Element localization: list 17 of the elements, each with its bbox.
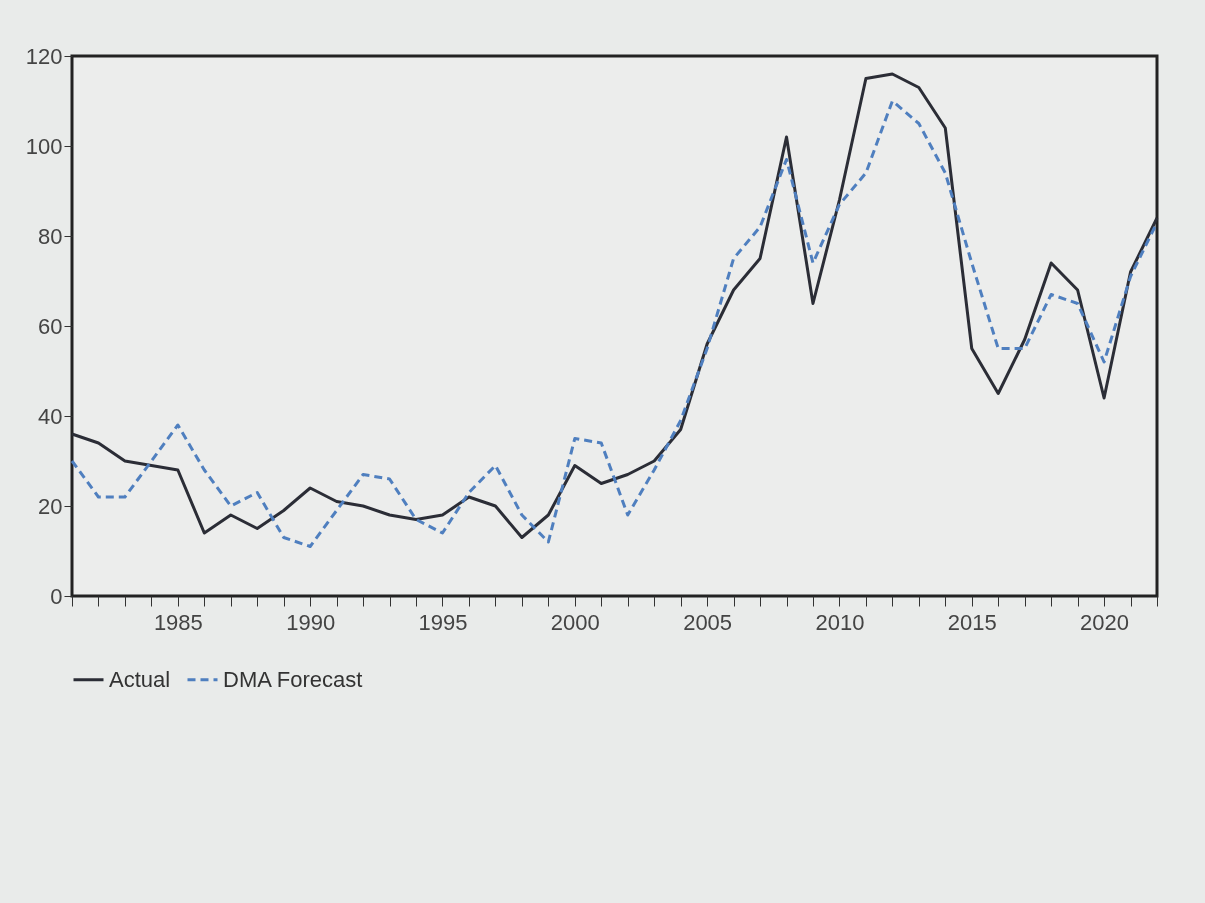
y-tick-label: 100: [25, 133, 63, 159]
x-tick-label: 2015: [947, 609, 997, 635]
legend-label: DMA Forecast: [223, 666, 363, 692]
x-tick-label: 1985: [153, 609, 203, 635]
x-tick-label: 2020: [1080, 609, 1130, 635]
x-tick-label: 2005: [683, 609, 733, 635]
y-tick-label: 20: [38, 493, 63, 519]
y-tick-label: 0: [50, 583, 63, 609]
y-tick-label: 80: [38, 223, 63, 249]
x-tick-label: 2000: [550, 609, 600, 635]
x-tick-label: 2010: [815, 609, 865, 635]
y-tick-label: 40: [38, 403, 63, 429]
legend-label: Actual: [109, 666, 171, 692]
x-tick-label: 1990: [286, 609, 336, 635]
x-tick-label: 1995: [418, 609, 468, 635]
y-tick-label: 120: [25, 43, 63, 69]
y-tick-label: 60: [38, 313, 63, 339]
